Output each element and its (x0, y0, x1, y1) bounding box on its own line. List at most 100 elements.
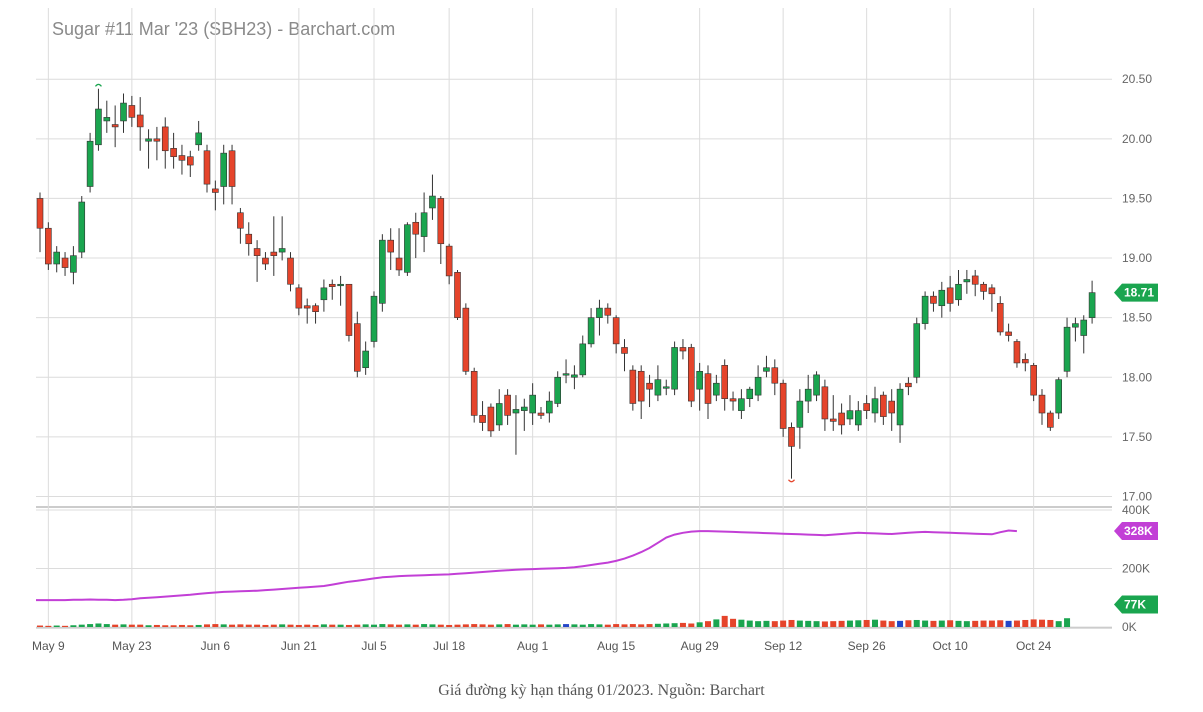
time-tick-label: Oct 10 (932, 639, 968, 653)
volume-bar (688, 623, 695, 627)
candle-body (170, 148, 177, 158)
candle-body (679, 347, 687, 352)
candle-body (587, 317, 595, 345)
candle-body (295, 287, 303, 309)
candle-body (1055, 379, 1062, 414)
volume-bar (571, 624, 578, 627)
candle-body (804, 388, 812, 402)
volume-bar (345, 624, 352, 627)
candle-body (445, 245, 453, 277)
candle-body (1030, 365, 1037, 396)
time-tick-label: May 9 (32, 639, 65, 653)
volume-bar (813, 621, 820, 627)
volume-bar (379, 624, 386, 627)
volume-bar (254, 624, 261, 627)
volume-bar (880, 620, 887, 627)
candle-body (454, 272, 461, 318)
chart-caption: Giá đường kỳ hạn tháng 01/2023. Nguồn: B… (438, 682, 765, 699)
candle-body (253, 248, 261, 256)
candle-body (1038, 394, 1046, 414)
volume-bars (37, 615, 1071, 627)
candle-body (312, 305, 319, 312)
volume-bar (972, 620, 979, 627)
candle-body (287, 257, 294, 285)
volume-bar (980, 620, 987, 627)
candle-body (370, 295, 378, 342)
candle-body (520, 406, 528, 411)
candle-body (554, 376, 562, 404)
volume-bar (128, 624, 135, 627)
volume-bar (855, 620, 862, 627)
volume-bar (521, 624, 528, 627)
volume-bar (846, 620, 853, 627)
volume-bar (320, 624, 327, 627)
candle-body (412, 221, 420, 235)
volume-bar (362, 624, 369, 627)
candle-body (629, 369, 637, 404)
volume-bar (212, 624, 219, 627)
last-price-badge: 18.71 (1114, 283, 1158, 302)
candle-body (36, 198, 44, 229)
candle-body (930, 295, 937, 304)
candle-body (1063, 326, 1071, 372)
low-marker (788, 479, 795, 483)
candle-body (495, 403, 503, 426)
candle-body (871, 398, 879, 414)
candle-body (187, 156, 194, 166)
candle-body (337, 283, 344, 287)
candle-body (880, 394, 887, 417)
candle-body (78, 201, 86, 253)
candle-body (721, 365, 729, 400)
volume-bar (705, 621, 711, 627)
candle-body (462, 307, 470, 372)
candle-body (612, 317, 620, 345)
volume-bar (279, 624, 286, 627)
open-interest-value: 328K (1124, 524, 1153, 538)
candle-body (136, 114, 144, 128)
volume-bar (70, 625, 77, 627)
volume-bar (446, 624, 453, 627)
volume-bar (988, 620, 995, 627)
volume-bar (437, 624, 444, 627)
volume-bar (897, 620, 904, 627)
grid (36, 8, 1112, 629)
candle-body (228, 150, 236, 187)
candle-body (1013, 341, 1021, 364)
candle-body (838, 412, 845, 426)
volume-bar (546, 624, 553, 627)
time-tick-label: May 23 (112, 639, 152, 653)
volume-bar (746, 620, 753, 627)
volume-value: 77K (1124, 597, 1146, 611)
volume-bar (663, 623, 670, 627)
candle-body (212, 188, 219, 193)
candle-body (746, 388, 754, 400)
volume-bar (554, 624, 561, 627)
price-tick-label: 19.00 (1122, 251, 1152, 265)
candle-body (846, 410, 854, 420)
candle-body (203, 150, 211, 185)
candle-body (404, 224, 411, 273)
volume-bar (563, 624, 570, 627)
candle-body (637, 370, 645, 402)
candle-body (896, 388, 904, 426)
candle-body (379, 239, 386, 304)
candle-body (771, 367, 779, 384)
candle-body (278, 248, 286, 253)
candle-body (320, 287, 328, 301)
price-tick-label: 17.00 (1122, 489, 1152, 503)
candle-body (913, 323, 921, 378)
volume-bar (396, 624, 403, 627)
candle-body (529, 394, 536, 414)
volume-bar (187, 625, 194, 627)
volume-bar (487, 624, 494, 627)
candle-body (70, 255, 77, 273)
time-tick-label: Aug 29 (681, 639, 719, 653)
candle-body (604, 307, 612, 316)
candle-body (905, 382, 912, 388)
volume-bar (730, 618, 737, 627)
volume-bar (679, 622, 686, 627)
candle-body (955, 283, 962, 301)
candle-body (963, 279, 971, 283)
candle-body (562, 373, 570, 376)
candle-body (86, 140, 94, 187)
